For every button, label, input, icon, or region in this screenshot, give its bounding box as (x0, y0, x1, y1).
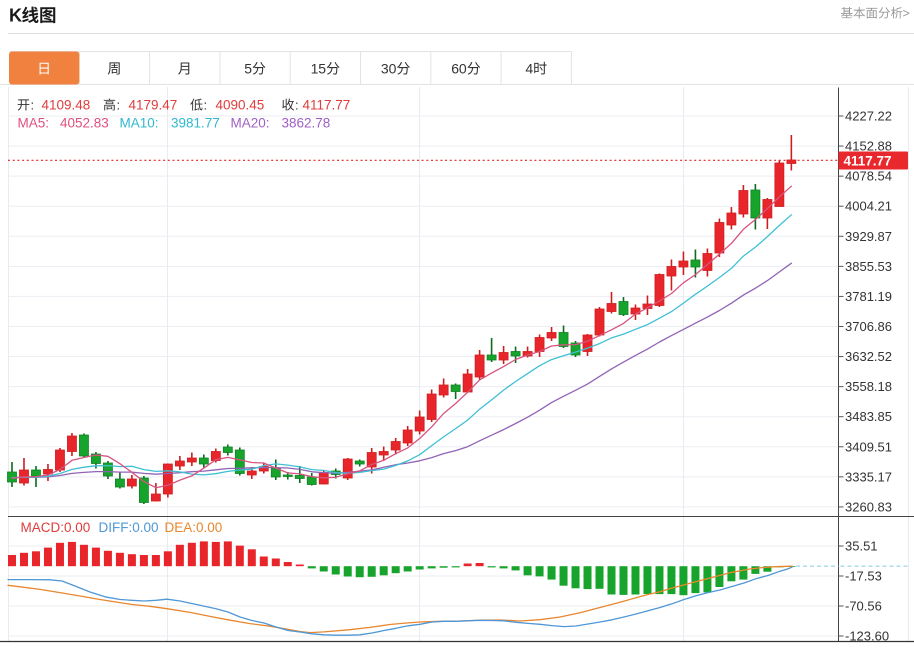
svg-text:4117.77: 4117.77 (303, 98, 351, 113)
svg-text:K: K (9, 6, 22, 26)
svg-text:MA20:: MA20: (231, 116, 270, 131)
svg-text:3706.86: 3706.86 (845, 319, 892, 334)
svg-text:3929.87: 3929.87 (845, 229, 892, 244)
svg-text:0: 0 (389, 61, 397, 77)
svg-text:DEA:0.00: DEA:0.00 (165, 520, 223, 535)
svg-text:4: 4 (525, 61, 533, 77)
svg-text:4052.83: 4052.83 (60, 116, 109, 131)
svg-text:4090.45: 4090.45 (216, 98, 265, 113)
svg-text:4152.88: 4152.88 (845, 139, 892, 154)
svg-text:MACD:0.00: MACD:0.00 (21, 520, 91, 535)
svg-text:0: 0 (459, 61, 467, 77)
svg-text:3409.51: 3409.51 (845, 439, 892, 454)
svg-text::: : (295, 98, 299, 113)
svg-text:DIFF:0.00: DIFF:0.00 (99, 520, 159, 535)
svg-text:4078.54: 4078.54 (845, 169, 892, 184)
svg-text:3632.52: 3632.52 (845, 349, 892, 364)
svg-text:3335.17: 3335.17 (845, 469, 892, 484)
svg-text:3: 3 (381, 61, 389, 77)
svg-text:4227.22: 4227.22 (845, 109, 892, 124)
svg-text:>: > (903, 7, 910, 21)
svg-text:3558.18: 3558.18 (845, 379, 892, 394)
svg-text::: : (117, 98, 121, 113)
svg-text:3260.83: 3260.83 (845, 499, 892, 514)
svg-text:MA10:: MA10: (120, 116, 159, 131)
svg-text::: : (31, 98, 35, 113)
svg-text:4117.77: 4117.77 (844, 154, 892, 169)
svg-text:-70.56: -70.56 (845, 599, 882, 614)
svg-text:-17.53: -17.53 (845, 569, 882, 584)
svg-text:4109.48: 4109.48 (42, 98, 91, 113)
svg-text:5: 5 (318, 61, 326, 77)
svg-text:35.51: 35.51 (845, 539, 878, 554)
svg-text:MA5:: MA5: (18, 116, 50, 131)
svg-text::: : (204, 98, 208, 113)
svg-text:1: 1 (311, 61, 319, 77)
svg-text:3981.77: 3981.77 (171, 116, 220, 131)
svg-text:-123.60: -123.60 (845, 629, 889, 644)
svg-text:3862.78: 3862.78 (282, 116, 331, 131)
svg-text:4179.47: 4179.47 (129, 98, 178, 113)
svg-text:6: 6 (451, 61, 459, 77)
svg-text:4004.21: 4004.21 (845, 199, 892, 214)
svg-text:3483.85: 3483.85 (845, 409, 892, 424)
svg-text:5: 5 (244, 61, 252, 77)
svg-text:3781.19: 3781.19 (845, 289, 892, 304)
svg-text:3855.53: 3855.53 (845, 259, 892, 274)
